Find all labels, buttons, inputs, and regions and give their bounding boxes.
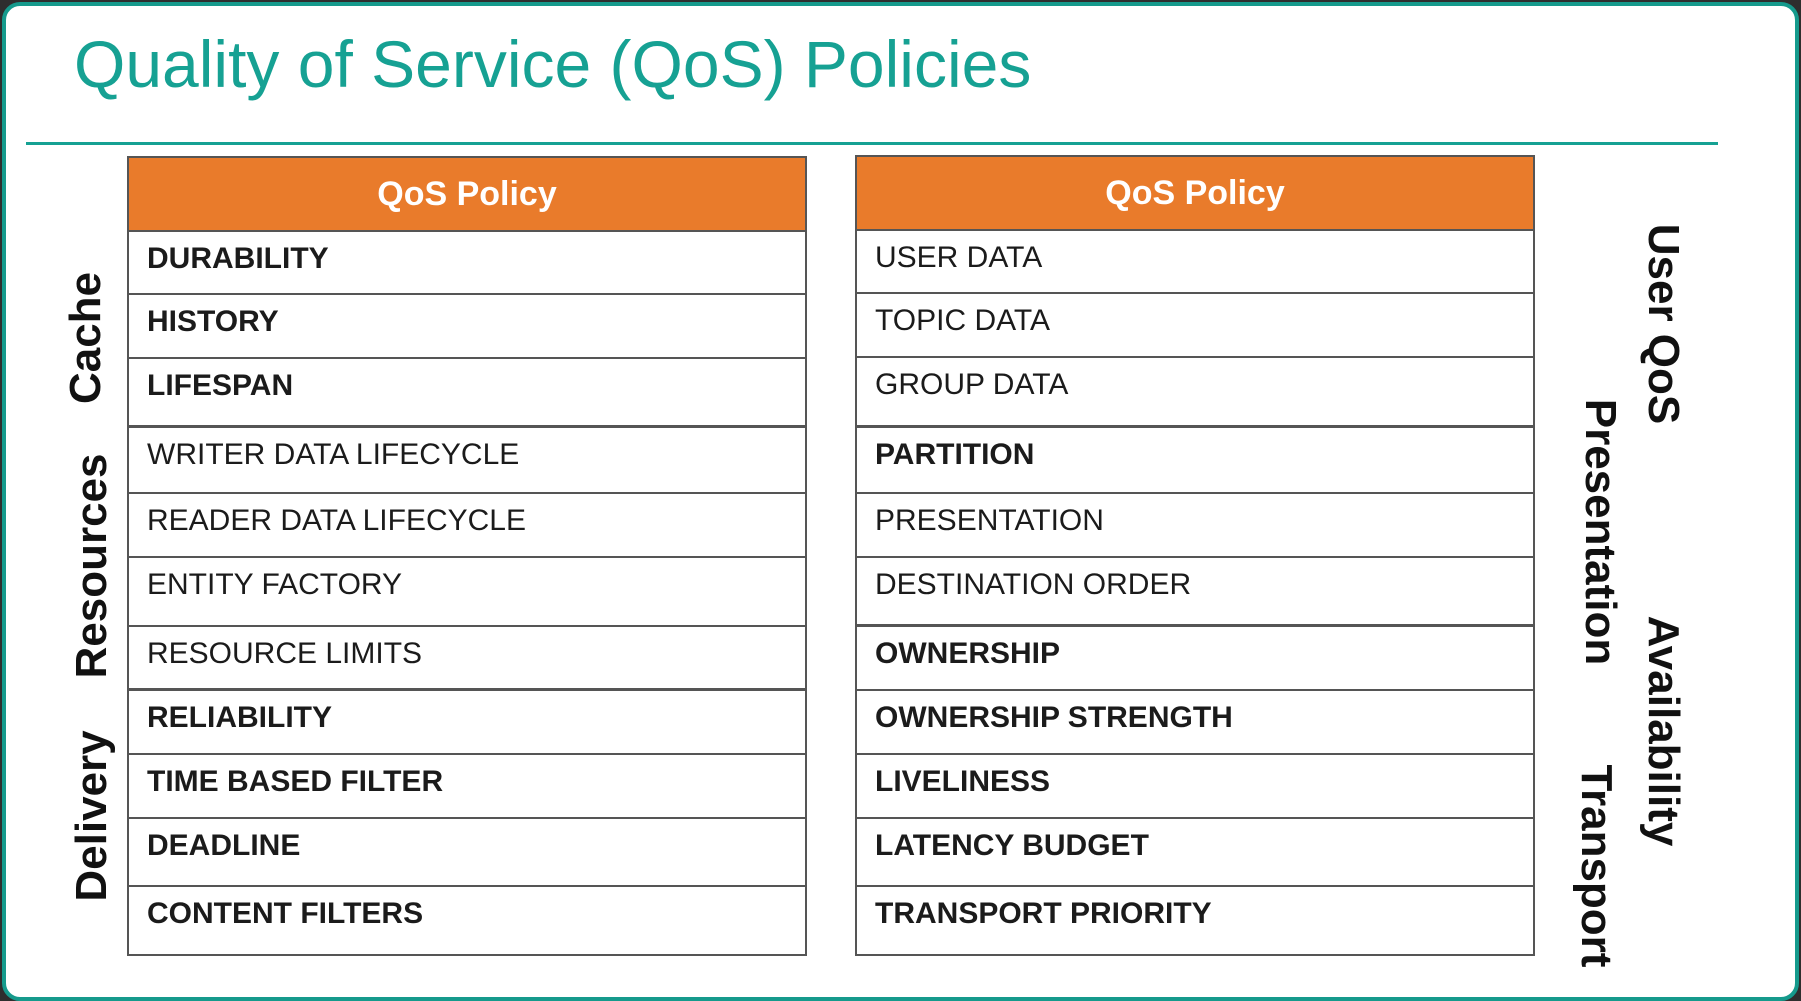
table-row: LATENCY BUDGET (857, 819, 1533, 887)
policy-label: LATENCY BUDGET (875, 829, 1149, 862)
table-row: OWNERSHIP STRENGTH (857, 691, 1533, 755)
page-title: Quality of Service (QoS) Policies (74, 27, 1032, 101)
table-row: TRANSPORT PRIORITY (857, 887, 1533, 954)
group-label-resources: Resources (67, 453, 116, 679)
table-row: CONTENT FILTERS (129, 887, 805, 954)
table-header: QoS Policy (857, 157, 1533, 231)
table-row: GROUP DATA (857, 358, 1533, 428)
policy-label: WRITER DATA LIFECYCLE (147, 438, 520, 471)
table-row: RESOURCE LIMITS (129, 627, 805, 691)
policy-label: GROUP DATA (875, 368, 1069, 401)
policy-label: USER DATA (875, 241, 1043, 274)
qos-policy-table-right: QoS Policy USER DATA TOPIC DATA GROUP DATA… (855, 155, 1535, 956)
policy-label: RESOURCE LIMITS (147, 637, 423, 670)
table-row: HISTORY (129, 295, 805, 359)
table-header: QoS Policy (129, 158, 805, 232)
policy-label: DEADLINE (147, 829, 301, 862)
table-row: WRITER DATA LIFECYCLE (129, 428, 805, 494)
policy-label: DURABILITY (147, 242, 329, 275)
table-row: PARTITION (857, 428, 1533, 494)
policy-label: RELIABILITY (147, 701, 332, 734)
policy-label: PRESENTATION (875, 504, 1104, 537)
group-label-availability: Availability (1639, 615, 1688, 847)
policy-label: HISTORY (147, 305, 279, 338)
table-row: READER DATA LIFECYCLE (129, 494, 805, 558)
table-row: PRESENTATION (857, 494, 1533, 558)
table-row: TIME BASED FILTER (129, 755, 805, 819)
group-label-delivery: Delivery (67, 730, 116, 902)
policy-label: TRANSPORT PRIORITY (875, 897, 1212, 930)
policy-label: LIFESPAN (147, 369, 294, 402)
table-row: DURABILITY (129, 232, 805, 295)
group-label-cache: Cache (61, 271, 110, 405)
table-row: LIVELINESS (857, 755, 1533, 819)
qos-policy-table-left: QoS Policy DURABILITY HISTORY LIFESPAN WRIT… (127, 156, 807, 956)
table-row: DEADLINE (129, 819, 805, 887)
group-label-presentation: Presentation (1576, 398, 1625, 666)
policy-label: OWNERSHIP (875, 637, 1061, 670)
table-row: LIFESPAN (129, 359, 805, 428)
policy-label: PARTITION (875, 438, 1035, 471)
policy-label: OWNERSHIP STRENGTH (875, 701, 1233, 734)
table-row: OWNERSHIP (857, 627, 1533, 691)
policy-label: TOPIC DATA (875, 304, 1051, 337)
table-row: RELIABILITY (129, 691, 805, 755)
title-divider (26, 142, 1718, 145)
table-row: DESTINATION ORDER (857, 558, 1533, 627)
policy-label: LIVELINESS (875, 765, 1051, 798)
policy-label: DESTINATION ORDER (875, 568, 1192, 601)
policy-label: ENTITY FACTORY (147, 568, 403, 601)
table-row: ENTITY FACTORY (129, 558, 805, 627)
table-row: TOPIC DATA (857, 294, 1533, 358)
policy-label: CONTENT FILTERS (147, 897, 424, 930)
policy-label: READER DATA LIFECYCLE (147, 504, 526, 537)
group-label-user-qos: User QoS (1639, 223, 1688, 425)
policy-label: TIME BASED FILTER (147, 765, 444, 798)
table-row: USER DATA (857, 231, 1533, 294)
group-label-transport: Transport (1572, 764, 1621, 968)
